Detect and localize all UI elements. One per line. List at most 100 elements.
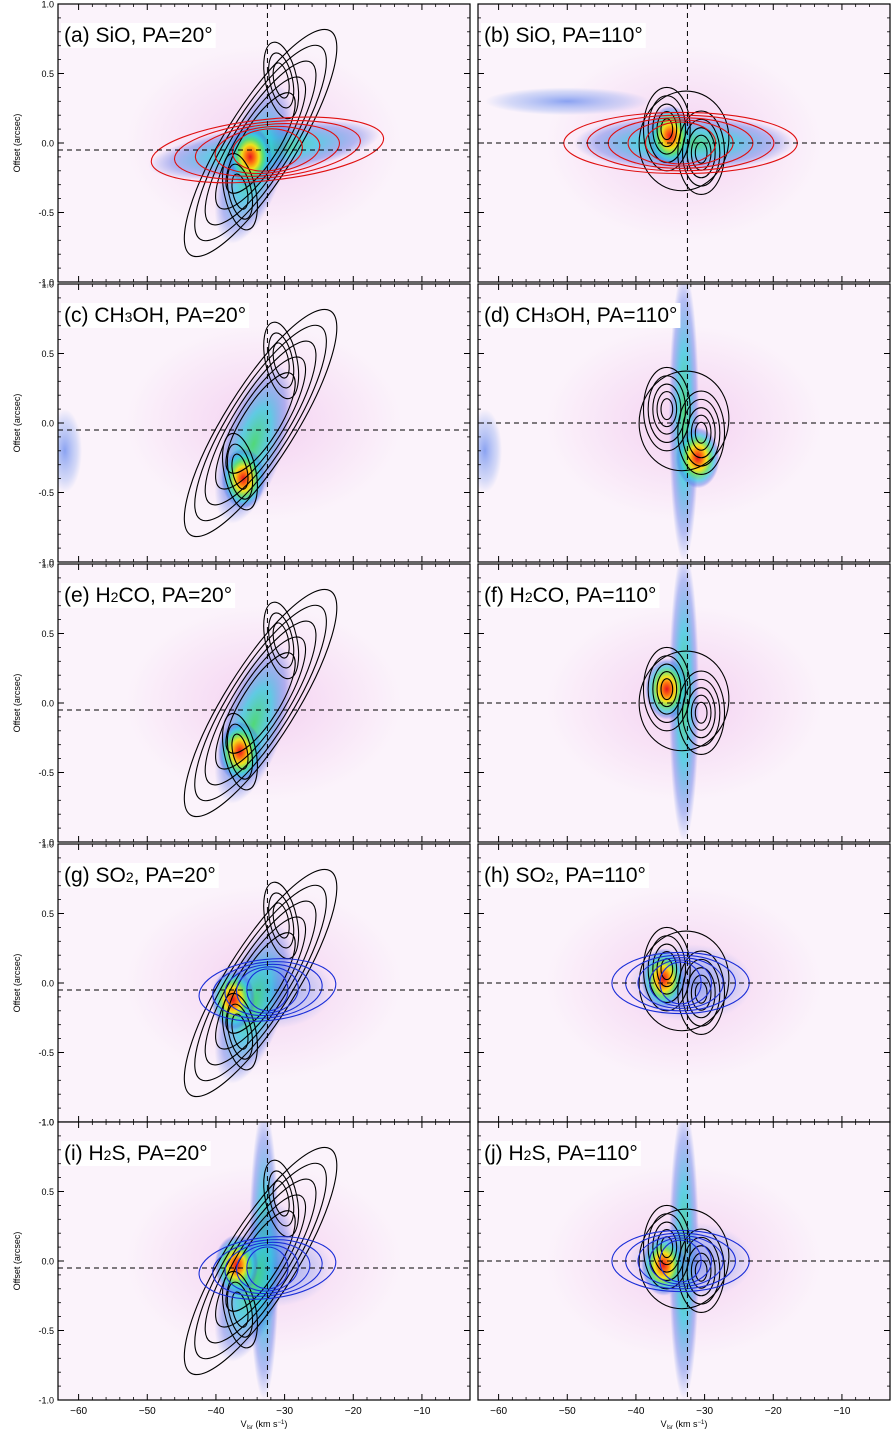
panel-label-rest: OH, PA=110 <box>554 304 669 327</box>
y-tick-label: -0.5 <box>38 1326 54 1336</box>
panel-i: -1.0 -0.5 0.0 0.5 1.0 Offset (arcsec) (i) H2S,… <box>12 1118 471 1406</box>
black-contour <box>215 356 307 490</box>
black-contour-peak <box>263 601 300 680</box>
black-contour-peak <box>268 332 295 389</box>
panel-b: (b) SiO, PA=110° <box>477 3 891 283</box>
panel-label: (h) SO2, PA=110° <box>484 864 646 887</box>
y-tick-label: 0.0 <box>41 699 54 709</box>
black-contour-peak <box>221 432 258 511</box>
panel-label-main: (e) H <box>64 584 111 607</box>
black-contour <box>215 76 307 210</box>
panel-label-degree: ° <box>204 24 212 47</box>
y-tick-label: -0.5 <box>38 208 54 218</box>
black-contour-peak <box>272 62 290 99</box>
panel-e: -1.0 -0.5 0.0 0.5 1.0 Offset (arcsec) (e) H2CO… <box>12 560 471 848</box>
y-tick-label: 0.0 <box>41 1257 54 1267</box>
panel-label-degree: ° <box>648 584 656 607</box>
panel-label-rest: , PA=20 <box>134 864 208 887</box>
panel-label-background <box>61 1141 211 1166</box>
x-axis-label: Vlsr (km s−1) <box>661 1419 708 1431</box>
black-contour <box>694 421 708 444</box>
black-contour-peak <box>231 1291 249 1328</box>
y-tick-label: -0.5 <box>38 1048 54 1058</box>
black-contour <box>677 390 726 475</box>
blue-contour <box>212 961 323 1019</box>
panel-h: (h) SO2, PA=110° <box>477 843 891 1123</box>
y-tick-label: -1.0 <box>38 838 54 848</box>
black-contour-peak <box>226 1003 254 1060</box>
x-tick-label: −20 <box>345 1406 362 1417</box>
y-tick-label: 1.0 <box>41 0 54 10</box>
black-contour <box>690 1252 712 1289</box>
panel-label-background <box>61 863 219 888</box>
panel-label-subscript: 2 <box>525 589 533 605</box>
black-contour <box>677 950 726 1035</box>
y-tick-label: 0.0 <box>41 979 54 989</box>
black-contour <box>183 1146 338 1376</box>
panel-d: (d) CH3OH, PA=110° <box>477 283 891 563</box>
black-contour <box>652 943 682 995</box>
panel-label-main: (b) SiO, PA=110 <box>484 24 634 47</box>
y-tick-label: 0.0 <box>41 419 54 429</box>
panel-label-main: (f) H <box>484 584 525 607</box>
black-contour-envelope <box>638 930 730 1032</box>
black-contour-peak <box>221 1270 258 1349</box>
panel-label: (f) H2CO, PA=110° <box>484 584 656 607</box>
y-tick-label: 0.5 <box>41 69 54 79</box>
y-tick-label: 1.0 <box>41 280 54 290</box>
panel-label: (e) H2CO, PA=20° <box>64 584 232 607</box>
black-contour <box>183 588 338 818</box>
panel-a: -1.0 -0.5 0.0 0.5 1.0 Offset (arcsec) (a) SiO,… <box>12 0 471 288</box>
black-contour <box>215 1194 307 1328</box>
black-contour-peak <box>221 712 258 791</box>
panel-label-rest: OH, PA=20 <box>132 304 237 327</box>
panel-label: (d) CH3OH, PA=110° <box>484 304 677 327</box>
panel-label-rest: , PA=110 <box>554 864 638 887</box>
black-contour <box>194 604 327 802</box>
panel-label-main: (c) CH <box>64 304 125 327</box>
y-tick-label: -0.5 <box>38 488 54 498</box>
black-contour-peak <box>226 723 254 780</box>
panel-label-main: (h) SO <box>484 864 546 887</box>
black-contour <box>656 1229 678 1266</box>
black-contour <box>215 916 307 1050</box>
black-contour <box>677 1228 726 1313</box>
emission-peak <box>675 427 720 489</box>
panel-label-background <box>481 1141 641 1166</box>
panel-label-degree: ° <box>669 304 677 327</box>
black-contour-peak <box>231 173 249 210</box>
black-contour <box>183 868 338 1098</box>
panel-label-subscript: 2 <box>546 869 554 885</box>
black-contour <box>183 308 338 538</box>
panel-label-degree: ° <box>207 864 215 887</box>
blue-contour <box>236 1244 299 1292</box>
y-tick-label: -1.0 <box>38 1118 54 1128</box>
panel-label: (a) SiO, PA=20° <box>64 24 213 47</box>
y-axis-label: Offset (arcsec) <box>12 114 22 173</box>
black-contour <box>677 670 726 755</box>
black-contour <box>652 1221 682 1273</box>
black-contour-peak <box>268 1170 295 1227</box>
panel-label-degree: ° <box>199 1142 207 1165</box>
x-tick-label: −10 <box>413 1406 430 1417</box>
panel-j: (j) H2S, PA=110° <box>477 1121 891 1401</box>
x-tick-label: −40 <box>207 1406 224 1417</box>
blue-contour <box>236 966 299 1014</box>
x-tick-label: −30 <box>696 1406 713 1417</box>
black-contour <box>204 340 317 506</box>
panel-c: -1.0 -0.5 0.0 0.5 1.0 Offset (arcsec) (c) CH3O… <box>12 280 471 568</box>
panel-label-background <box>61 303 250 328</box>
emission-extended <box>484 87 650 116</box>
x-tick-label: −50 <box>139 1406 156 1417</box>
red-contour <box>173 120 361 180</box>
y-tick-label: -1.0 <box>38 558 54 568</box>
black-contour-envelope <box>638 370 730 472</box>
panel-label-degree: ° <box>224 584 232 607</box>
y-axis-label: Offset (arcsec) <box>12 954 22 1013</box>
black-contour <box>694 141 708 164</box>
black-contour-peak <box>231 1013 249 1050</box>
black-contour <box>642 366 691 452</box>
red-contour <box>150 116 385 184</box>
panel-label-background <box>61 23 216 48</box>
